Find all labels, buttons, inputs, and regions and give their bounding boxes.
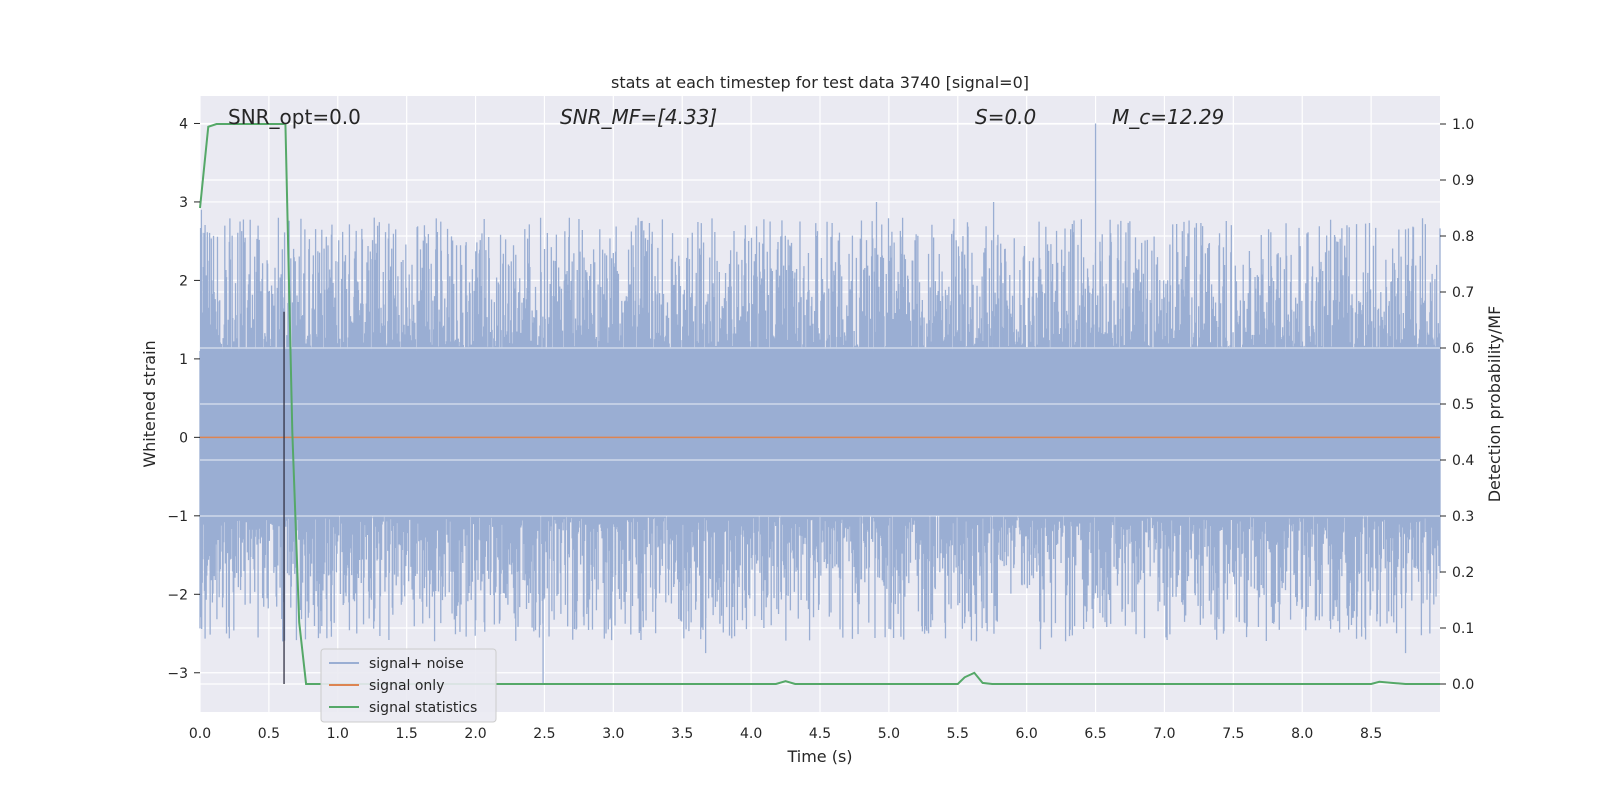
annotation-s: S=0.0 [975, 105, 1036, 129]
x-tick-label: 3.0 [602, 726, 624, 742]
x-tick-label: 5.5 [947, 726, 969, 742]
noise-trace [199, 123, 1441, 685]
x-tick-label: 8.0 [1291, 726, 1313, 742]
y2-tick-label: 0.6 [1452, 341, 1474, 357]
legend-label-signal-noise: signal+ noise [369, 656, 464, 672]
y-tick-label: 2 [179, 273, 188, 289]
annotation-snr-opt: SNR_opt=0.0 [228, 105, 361, 129]
chart-title: stats at each timestep for test data 374… [611, 73, 1029, 92]
y-tick-label: −1 [167, 509, 188, 525]
x-tick-label: 4.5 [809, 726, 831, 742]
line-series [199, 123, 1440, 685]
x-tick-label: 1.0 [327, 726, 349, 742]
x-tick-label: 1.5 [396, 726, 418, 742]
y2-tick-label: 0.0 [1452, 677, 1474, 693]
x-tick-label: 7.5 [1222, 726, 1244, 742]
y-tick-label: −2 [167, 587, 188, 603]
y2-tick-label: 0.5 [1452, 397, 1474, 413]
tick-labels: 0.0 0.5 1.0 1.5 2.0 2.5 3.0 3.5 4.0 4.5 5.0 5.5 6.0 6… [167, 116, 1474, 742]
y2-tick-label: 0.7 [1452, 285, 1474, 301]
x-tick-label: 8.5 [1360, 726, 1382, 742]
legend-label-signal-only: signal only [369, 678, 444, 694]
x-tick-label: 4.0 [740, 726, 762, 742]
x-tick-label: 0.5 [258, 726, 280, 742]
x-tick-label: 6.5 [1084, 726, 1106, 742]
y2-tick-label: 0.9 [1452, 173, 1474, 189]
y2-tick-label: 0.2 [1452, 565, 1474, 581]
legend-box [320, 648, 497, 723]
x-tick-label: 2.5 [533, 726, 555, 742]
y-tick-label: 0 [179, 430, 188, 446]
x-tick-label: 5.0 [878, 726, 900, 742]
y2-tick-label: 0.3 [1452, 509, 1474, 525]
y2-tick-label: 0.4 [1452, 453, 1474, 469]
signal-statistics-line [199, 123, 1440, 685]
y2-tick-label: 0.1 [1452, 621, 1474, 637]
x-tick-label: 7.0 [1153, 726, 1175, 742]
x-tick-label: 6.0 [1016, 726, 1038, 742]
y-tick-label: 1 [179, 352, 188, 368]
y-tick-label: 3 [179, 195, 188, 211]
x-tick-label: 2.0 [464, 726, 486, 742]
y2-axis-title: Detection probability/MF [1485, 306, 1504, 503]
x-axis-title: Time (s) [786, 747, 852, 766]
annotation-mc: M_c=12.29 [1112, 105, 1224, 129]
y2-tick-label: 1.0 [1452, 117, 1474, 133]
x-tick-label: 3.5 [671, 726, 693, 742]
x-tick-label: 0.0 [189, 726, 211, 742]
y-tick-label: 4 [179, 116, 188, 132]
y-axis-title: Whitened strain [140, 340, 159, 467]
y-tick-label: −3 [167, 666, 188, 682]
y2-tick-label: 0.8 [1452, 229, 1474, 245]
signal-noise-series [199, 123, 1441, 685]
legend-label-signal-statistics: signal statistics [369, 700, 477, 716]
annotation-snr-mf: SNR_MF=[4.33] [560, 105, 717, 129]
legend: signal+ noise signal only signal statist… [320, 648, 497, 723]
